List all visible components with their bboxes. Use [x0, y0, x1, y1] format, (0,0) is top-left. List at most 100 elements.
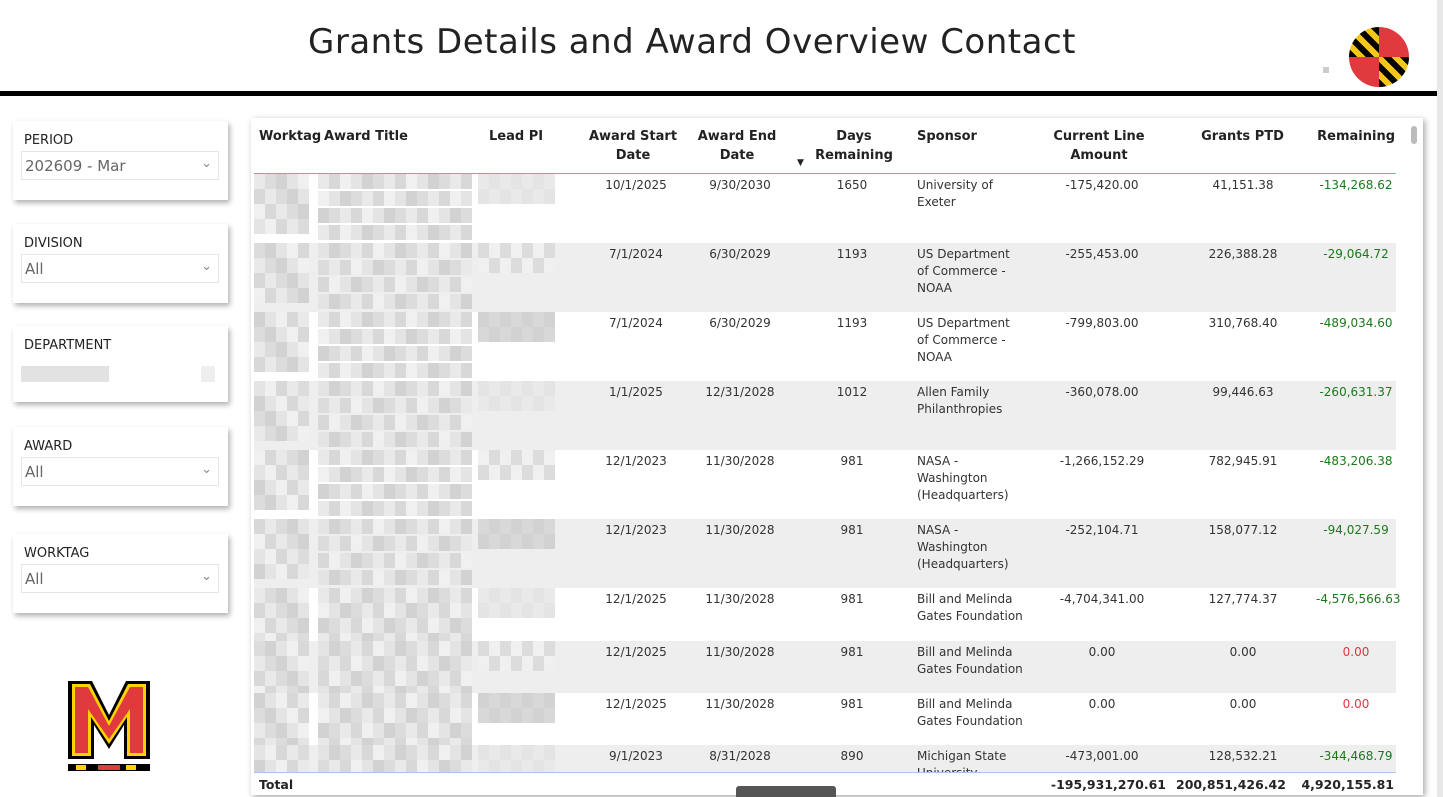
sponsor: US Department of Commerce - NOAA: [917, 247, 1010, 295]
award-start-date: 12/1/2025: [605, 697, 667, 711]
award-start-date: 7/1/2024: [609, 247, 663, 261]
redacted-lead-pi: [478, 174, 555, 204]
sponsor: University of Exeter: [917, 178, 993, 209]
total-current-line-amount: -195,931,270.61: [1050, 777, 1166, 792]
remaining: -4,576,566.63: [1316, 592, 1401, 606]
chevron-down-icon: ⌄: [201, 259, 212, 274]
current-line-amount: 0.00: [1088, 645, 1116, 659]
grants-ptd: 310,768.40: [1208, 316, 1278, 330]
redacted-award-title: [318, 588, 472, 641]
current-line-amount: -252,104.71: [1065, 523, 1139, 537]
slicer-dropdown[interactable]: All ⌄: [21, 457, 219, 486]
chevron-down-icon: ⌄: [201, 569, 212, 584]
remaining: -344,468.79: [1319, 749, 1393, 763]
award-start-date: 9/1/2023: [609, 749, 663, 763]
redacted-worktag: [254, 693, 318, 753]
current-line-amount: -473,001.00: [1065, 749, 1139, 763]
current-line-amount: -360,078.00: [1065, 385, 1139, 399]
slicer-dropdown[interactable]: All ⌄: [21, 564, 219, 593]
column-header[interactable]: Award End Date: [697, 129, 777, 163]
current-line-amount: -1,266,152.29: [1059, 454, 1145, 468]
table-row[interactable]: 12/1/2025 11/30/2028 981 Bill and Melind…: [254, 641, 1396, 701]
redacted-worktag: [254, 745, 318, 795]
current-line-amount: -799,803.00: [1065, 316, 1139, 330]
decorative-dot: [1323, 67, 1329, 73]
slicer-period: PERIOD 202609 - Mar ⌄: [13, 121, 228, 200]
umd-globe-logo: [1349, 27, 1409, 87]
sort-descending-icon[interactable]: ▼: [797, 158, 804, 168]
column-header[interactable]: Days Remaining: [815, 129, 893, 163]
grants-ptd: 128,532.21: [1208, 749, 1278, 763]
table-row[interactable]: 12/1/2023 11/30/2028 981 NASA - Washingt…: [254, 519, 1396, 588]
slicer-label: PERIOD: [24, 133, 74, 148]
total-label: Total: [259, 777, 294, 792]
redacted-worktag: [254, 243, 318, 303]
award-start-date: 12/1/2023: [605, 523, 667, 537]
sponsor: NASA - Washington (Headquarters): [917, 454, 1009, 502]
award-end-date: 11/30/2028: [705, 697, 775, 711]
redacted-lead-pi: [478, 519, 555, 549]
slicer-dropdown[interactable]: All ⌄: [21, 254, 219, 283]
award-start-date: 12/1/2023: [605, 454, 667, 468]
award-start-date: 1/1/2025: [609, 385, 663, 399]
table-row[interactable]: 7/1/2024 6/30/2029 1193 US Department of…: [254, 243, 1396, 312]
column-header[interactable]: Current Line Amount: [1053, 129, 1145, 163]
slicer-award: AWARD All ⌄: [13, 427, 228, 506]
award-end-date: 11/30/2028: [705, 592, 775, 606]
page-edge: [1437, 0, 1443, 797]
days-remaining: 1650: [836, 178, 868, 192]
table-row[interactable]: 12/1/2023 11/30/2028 981 NASA - Washingt…: [254, 450, 1396, 519]
remaining: -260,631.37: [1319, 385, 1393, 399]
days-remaining: 1193: [836, 316, 868, 330]
bottom-page-tab[interactable]: [736, 786, 836, 797]
days-remaining: 981: [840, 645, 864, 659]
sponsor: US Department of Commerce - NOAA: [917, 316, 1010, 364]
current-line-amount: 0.00: [1088, 697, 1116, 711]
total-remaining: 4,920,155.81: [1301, 777, 1394, 792]
sponsor: Allen Family Philanthropies: [917, 385, 1003, 416]
grants-ptd: 782,945.91: [1208, 454, 1278, 468]
table-row[interactable]: 7/1/2024 6/30/2029 1193 US Department of…: [254, 312, 1396, 381]
chevron-down-icon: ⌄: [201, 156, 212, 171]
award-end-date: 8/31/2028: [709, 749, 771, 763]
redacted-award-title: [318, 174, 472, 242]
chevron-down-icon: ⌄: [201, 462, 212, 477]
slicer-dropdown[interactable]: 202609 - Mar ⌄: [21, 151, 219, 180]
remaining: -134,268.62: [1319, 178, 1393, 192]
grants-ptd: 127,774.37: [1208, 592, 1278, 606]
column-header[interactable]: Sponsor: [917, 129, 977, 144]
sponsor: NASA - Washington (Headquarters): [917, 523, 1009, 571]
redacted-worktag: [254, 588, 318, 648]
slicer-value: All: [25, 570, 44, 588]
column-header[interactable]: Lead PI: [489, 129, 544, 144]
remaining: -483,206.38: [1319, 454, 1393, 468]
redacted-lead-pi: [478, 641, 555, 671]
days-remaining: 981: [840, 454, 864, 468]
column-header[interactable]: Award Start Date: [588, 129, 678, 163]
days-remaining: 981: [840, 697, 864, 711]
table-row[interactable]: 10/1/2025 9/30/2030 1650 University of E…: [254, 174, 1396, 243]
column-header[interactable]: Award Title: [324, 129, 408, 144]
table-row[interactable]: 12/1/2025 11/30/2028 981 Bill and Melind…: [254, 693, 1396, 753]
grants-ptd: 0.00: [1229, 645, 1257, 659]
column-header[interactable]: Worktag: [259, 129, 322, 144]
remaining: -489,034.60: [1319, 316, 1393, 330]
redacted-department[interactable]: [21, 366, 109, 382]
table-row[interactable]: 1/1/2025 12/31/2028 1012 Allen Family Ph…: [254, 381, 1396, 450]
sponsor: Bill and Melinda Gates Foundation: [917, 697, 1023, 728]
sponsor: Bill and Melinda Gates Foundation: [917, 592, 1023, 623]
remaining: 0.00: [1342, 645, 1370, 659]
vertical-scrollbar[interactable]: [1411, 126, 1417, 144]
table-row[interactable]: 12/1/2025 11/30/2028 981 Bill and Melind…: [254, 588, 1401, 648]
column-header[interactable]: Grants PTD: [1201, 129, 1284, 144]
days-remaining: 1193: [836, 247, 868, 261]
redacted-worktag: [254, 381, 318, 441]
slicer-label: WORKTAG: [24, 546, 90, 561]
redacted-lead-pi: [478, 381, 555, 411]
slicer-value: All: [25, 463, 44, 481]
column-header[interactable]: Remaining: [1317, 129, 1395, 144]
award-end-date: 6/30/2029: [709, 316, 771, 330]
grants-ptd: 0.00: [1229, 697, 1257, 711]
redacted-award-title: [318, 641, 472, 693]
days-remaining: 1012: [836, 385, 868, 399]
